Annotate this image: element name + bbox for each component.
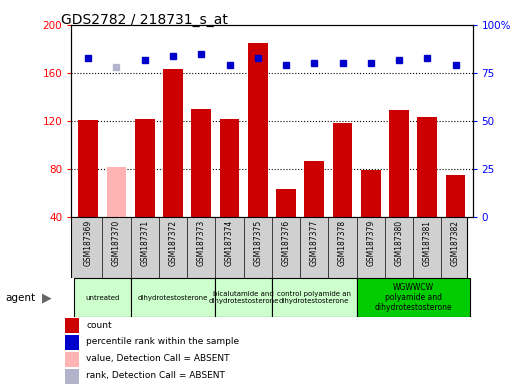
- Text: GSM187382: GSM187382: [451, 220, 460, 266]
- Text: GSM187369: GSM187369: [84, 220, 93, 266]
- Text: value, Detection Call = ABSENT: value, Detection Call = ABSENT: [87, 354, 230, 363]
- Text: GSM187373: GSM187373: [197, 220, 206, 266]
- Bar: [74, 278, 130, 317]
- Text: control polyamide an
dihydrotestosterone: control polyamide an dihydrotestosterone: [277, 291, 351, 304]
- Text: ▶: ▶: [42, 291, 52, 304]
- Text: percentile rank within the sample: percentile rank within the sample: [87, 338, 240, 346]
- Bar: [276, 189, 296, 217]
- Text: bicalutamide and
dihydrotestosterone: bicalutamide and dihydrotestosterone: [209, 291, 279, 304]
- Bar: [333, 123, 353, 217]
- Bar: [418, 118, 437, 217]
- Bar: [357, 278, 470, 317]
- Bar: [389, 110, 409, 217]
- Text: GSM187371: GSM187371: [140, 220, 149, 266]
- Text: count: count: [87, 321, 112, 330]
- Bar: [248, 43, 268, 217]
- Bar: [163, 70, 183, 217]
- Text: agent: agent: [5, 293, 35, 303]
- Text: GSM187377: GSM187377: [310, 220, 319, 266]
- Text: dihydrotestosterone: dihydrotestosterone: [138, 295, 208, 301]
- Text: GSM187374: GSM187374: [225, 220, 234, 266]
- Text: GSM187379: GSM187379: [366, 220, 375, 266]
- Text: GSM187375: GSM187375: [253, 220, 262, 266]
- Bar: [65, 335, 79, 350]
- Bar: [65, 352, 79, 367]
- Text: GSM187378: GSM187378: [338, 220, 347, 266]
- Bar: [361, 170, 381, 217]
- Bar: [215, 278, 272, 317]
- Bar: [78, 120, 98, 217]
- Text: GSM187376: GSM187376: [281, 220, 290, 266]
- Text: rank, Detection Call = ABSENT: rank, Detection Call = ABSENT: [87, 371, 225, 380]
- Text: GSM187372: GSM187372: [168, 220, 177, 266]
- Bar: [220, 119, 239, 217]
- Bar: [446, 175, 466, 217]
- Bar: [130, 278, 215, 317]
- Text: GSM187381: GSM187381: [423, 220, 432, 266]
- Bar: [191, 109, 211, 217]
- Text: untreated: untreated: [85, 295, 119, 301]
- Text: GSM187380: GSM187380: [394, 220, 403, 266]
- Bar: [305, 161, 324, 217]
- Bar: [135, 119, 155, 217]
- Text: WGWWCW
polyamide and
dihydrotestosterone: WGWWCW polyamide and dihydrotestosterone: [374, 283, 452, 313]
- Bar: [65, 318, 79, 333]
- Bar: [272, 278, 357, 317]
- Text: GDS2782 / 218731_s_at: GDS2782 / 218731_s_at: [61, 13, 228, 27]
- Text: GSM187370: GSM187370: [112, 220, 121, 266]
- Bar: [107, 167, 126, 217]
- Bar: [65, 369, 79, 384]
